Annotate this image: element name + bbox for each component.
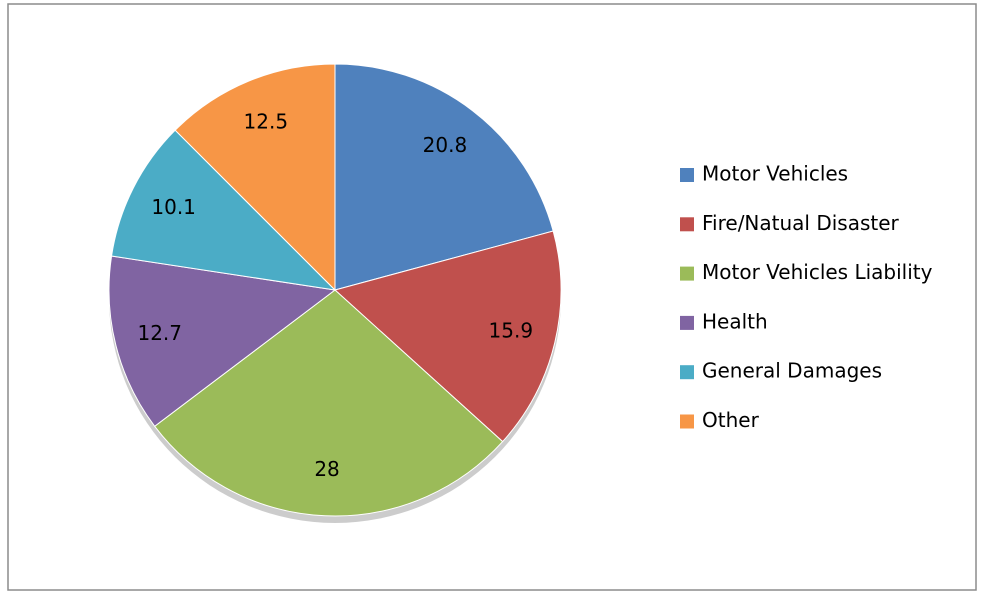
legend-label: General Damages (702, 359, 882, 383)
legend-label: Fire/Natual Disaster (702, 211, 900, 235)
legend-label: Health (702, 309, 768, 333)
legend: Motor Vehicles Fire/Natual Disaster Motor … (680, 162, 933, 432)
legend-label: Motor Vehicles Liability (702, 260, 933, 284)
pie-slice (174, 63, 336, 292)
pie-slice (334, 63, 554, 291)
data-label: 10.1 (151, 195, 196, 219)
legend-swatch (680, 168, 694, 182)
data-label: 15.9 (489, 319, 534, 343)
legend-swatch (680, 315, 694, 330)
pie-slice (108, 255, 337, 427)
legend-swatch (680, 365, 694, 380)
pie-slice (110, 129, 337, 291)
data-label: 12.7 (137, 321, 182, 345)
data-label: 28 (314, 457, 339, 481)
pie-slice (333, 230, 562, 443)
pie: 20.8 15.9 28 12.7 10.1 12.5 (108, 63, 562, 517)
legend-label: Other (702, 408, 760, 432)
data-label: 20.8 (423, 133, 468, 157)
data-label: 12.5 (244, 109, 289, 133)
legend-label: Motor Vehicles (702, 162, 848, 186)
pie-slice (153, 289, 504, 517)
legend-swatch (680, 414, 694, 429)
legend-swatch (680, 217, 694, 232)
legend-swatch (680, 266, 694, 281)
